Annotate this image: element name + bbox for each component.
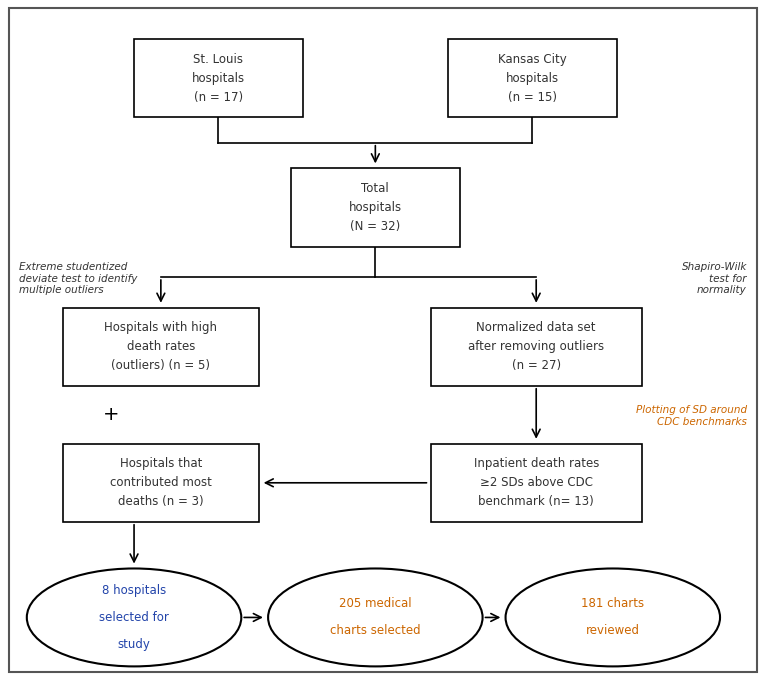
Bar: [134, 39, 303, 117]
Text: St. Louis: St. Louis: [193, 53, 244, 66]
Text: 181 charts: 181 charts: [581, 598, 644, 611]
Text: hospitals: hospitals: [192, 71, 245, 85]
Text: ≥2 SDs above CDC: ≥2 SDs above CDC: [480, 476, 593, 490]
Text: Shapiro-Wilk
test for
normality: Shapiro-Wilk test for normality: [682, 262, 747, 295]
Text: Hospitals that: Hospitals that: [119, 458, 202, 471]
Ellipse shape: [268, 568, 483, 666]
Text: (n = 27): (n = 27): [512, 359, 561, 372]
Text: Kansas City: Kansas City: [498, 53, 567, 66]
Text: (n = 17): (n = 17): [194, 90, 243, 103]
Text: Inpatient death rates: Inpatient death rates: [473, 458, 599, 471]
Text: reviewed: reviewed: [586, 624, 640, 637]
Text: Normalized data set: Normalized data set: [476, 322, 596, 335]
Text: 205 medical: 205 medical: [339, 598, 411, 611]
Text: death rates: death rates: [126, 340, 195, 354]
Text: benchmark (n= 13): benchmark (n= 13): [478, 495, 594, 508]
Text: contributed most: contributed most: [110, 476, 211, 490]
Bar: [291, 169, 460, 247]
Ellipse shape: [506, 568, 720, 666]
Text: charts selected: charts selected: [330, 624, 421, 637]
Text: selected for: selected for: [99, 611, 169, 624]
Text: hospitals: hospitals: [349, 201, 402, 214]
Bar: [430, 444, 642, 522]
Text: after removing outliers: after removing outliers: [468, 340, 604, 354]
Text: (N = 32): (N = 32): [350, 220, 401, 233]
Text: deaths (n = 3): deaths (n = 3): [118, 495, 204, 508]
Text: hospitals: hospitals: [506, 71, 559, 85]
Text: Plotting of SD around
CDC benchmarks: Plotting of SD around CDC benchmarks: [636, 405, 747, 427]
Bar: [430, 307, 642, 386]
Text: study: study: [118, 638, 150, 651]
Text: +: +: [103, 405, 119, 424]
Text: 8 hospitals: 8 hospitals: [102, 584, 166, 597]
Text: (n = 15): (n = 15): [508, 90, 557, 103]
Bar: [63, 307, 258, 386]
Text: Hospitals with high: Hospitals with high: [104, 322, 218, 335]
Text: Total: Total: [362, 182, 389, 195]
Bar: [63, 444, 258, 522]
Text: Extreme studentized
deviate test to identify
multiple outliers: Extreme studentized deviate test to iden…: [19, 262, 138, 295]
Bar: [448, 39, 617, 117]
Ellipse shape: [27, 568, 241, 666]
Text: (outliers) (n = 5): (outliers) (n = 5): [111, 359, 211, 372]
